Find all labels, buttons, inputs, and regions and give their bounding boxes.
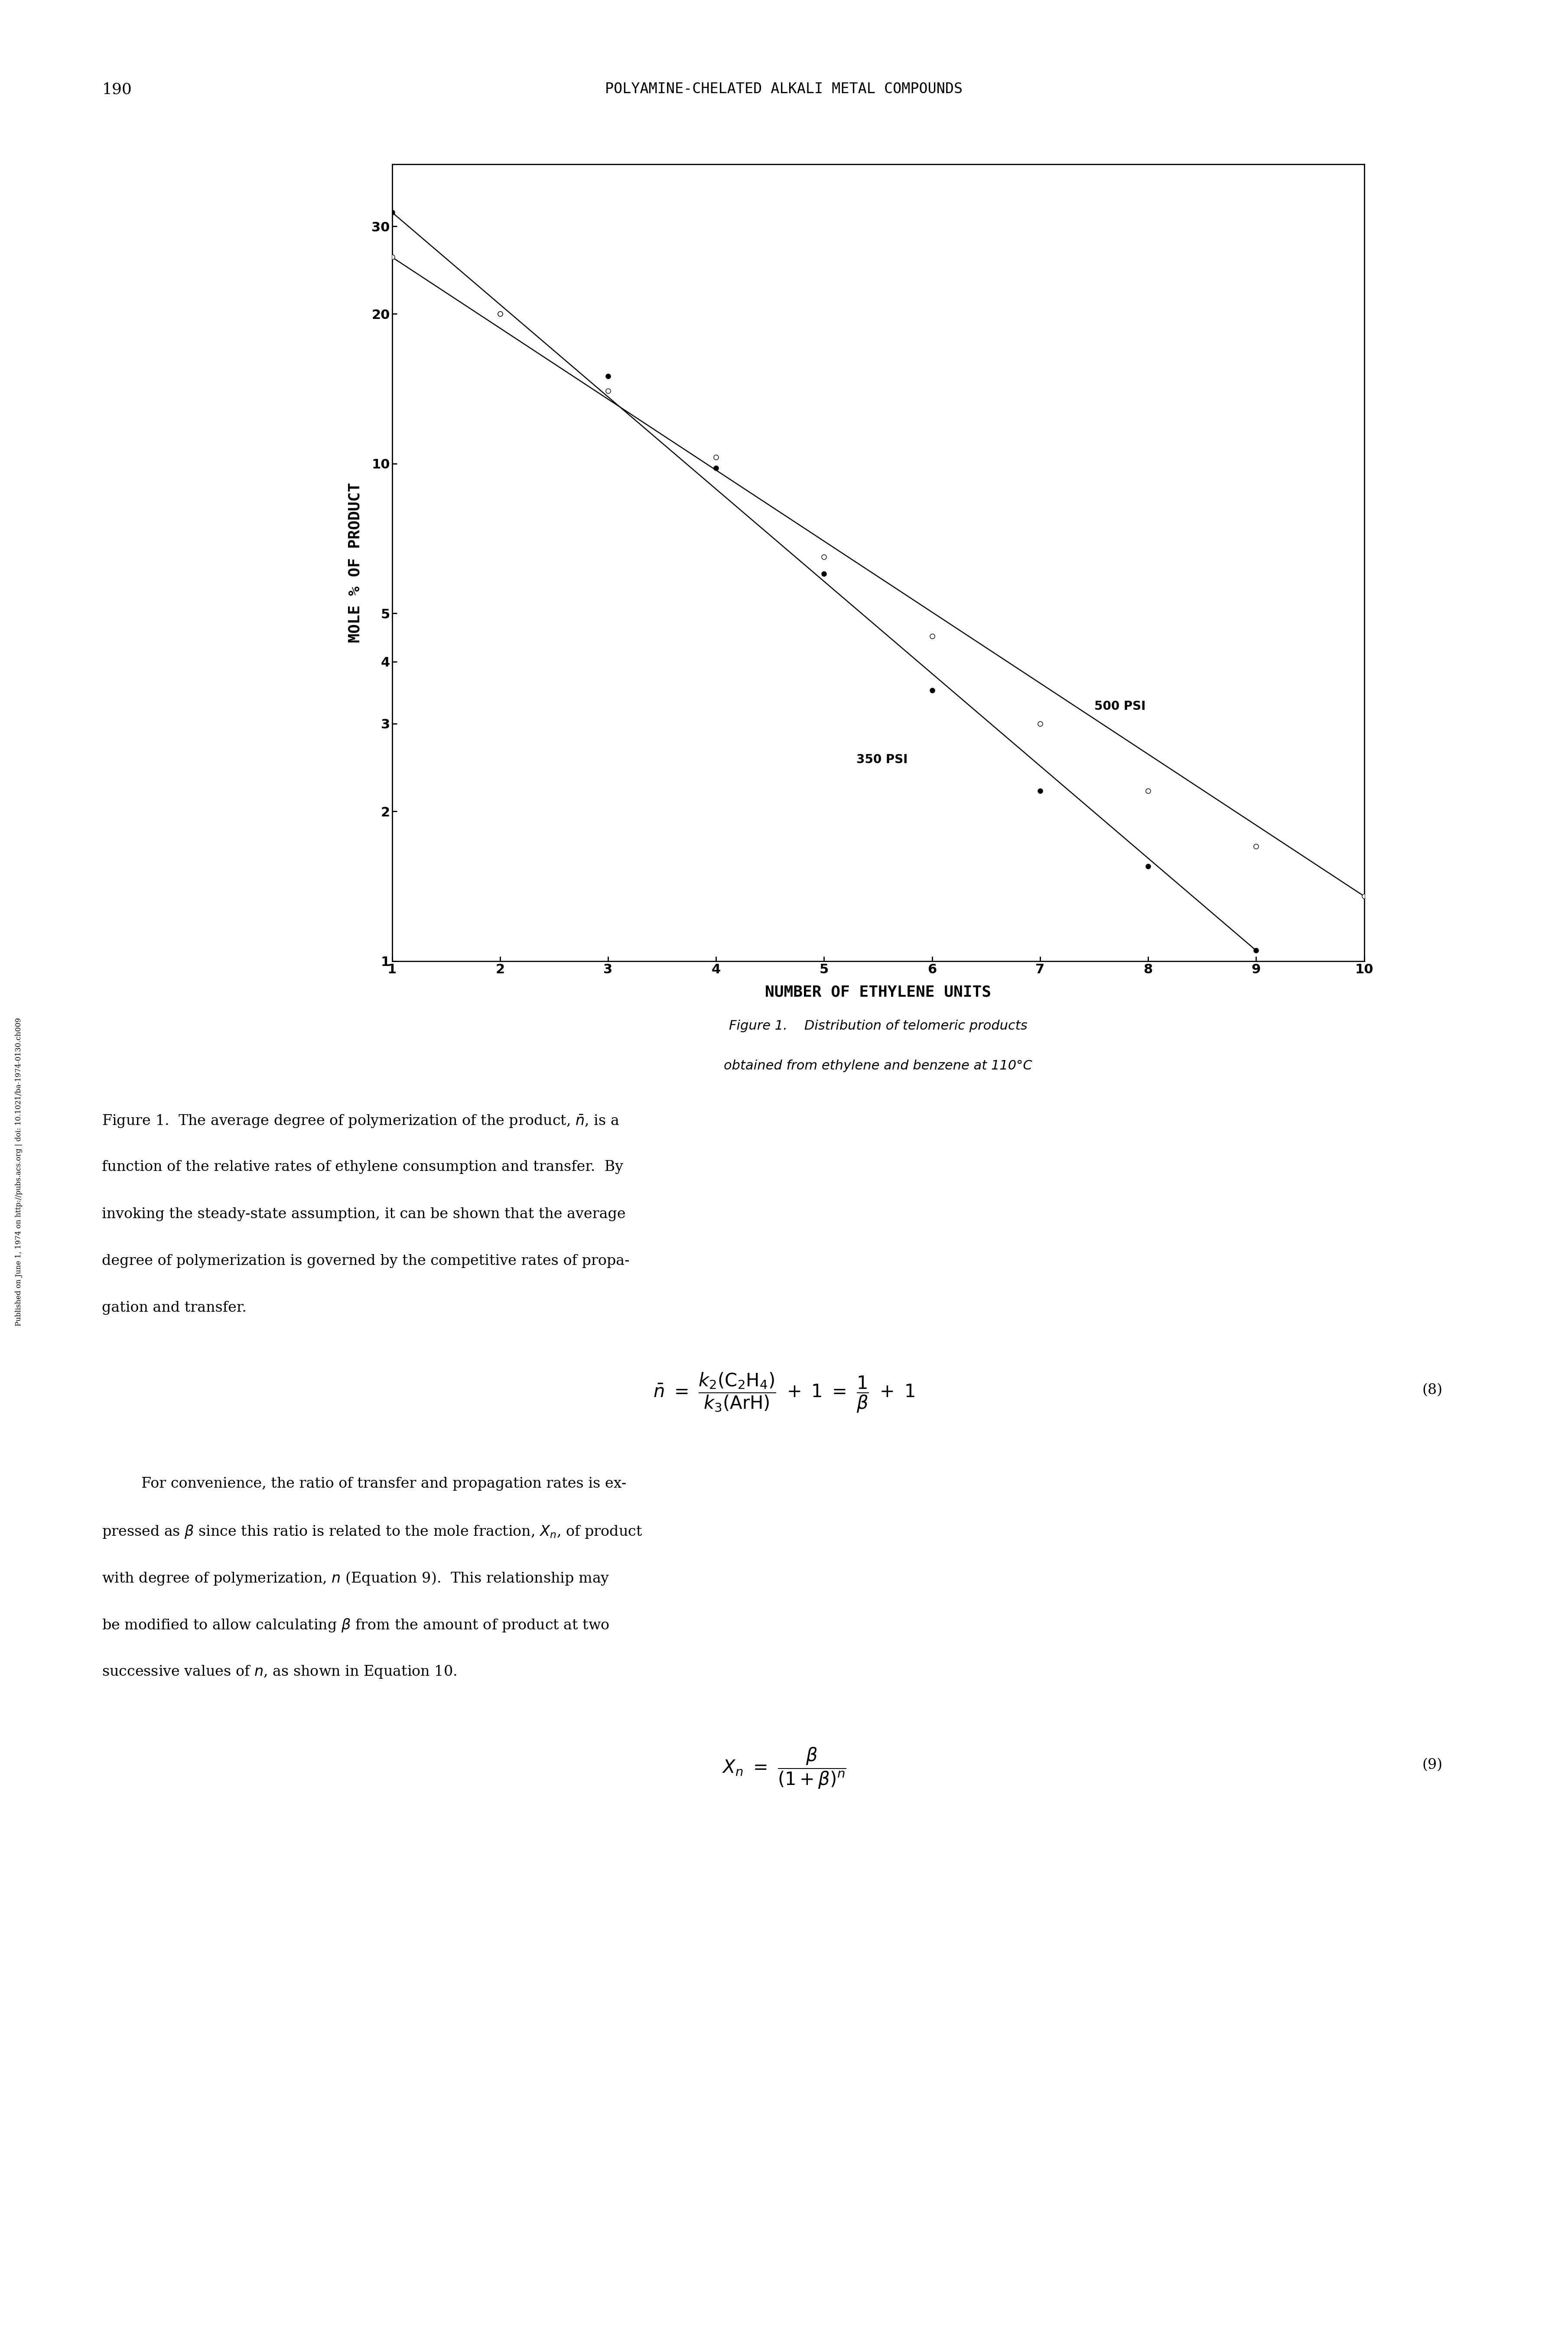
- Text: Figure 1.  The average degree of polymerization of the product, $\bar{n}$, is a: Figure 1. The average degree of polymeri…: [102, 1113, 619, 1130]
- Text: 190: 190: [102, 82, 132, 96]
- Text: be modified to allow calculating $\beta$ from the amount of product at two: be modified to allow calculating $\beta$…: [102, 1617, 610, 1634]
- X-axis label: NUMBER OF ETHYLENE UNITS: NUMBER OF ETHYLENE UNITS: [765, 984, 991, 999]
- Text: gation and transfer.: gation and transfer.: [102, 1301, 246, 1315]
- Text: obtained from ethylene and benzene at 110°C: obtained from ethylene and benzene at 11…: [724, 1059, 1032, 1071]
- Text: function of the relative rates of ethylene consumption and transfer.  By: function of the relative rates of ethyle…: [102, 1160, 624, 1174]
- Text: degree of polymerization is governed by the competitive rates of propa-: degree of polymerization is governed by …: [102, 1254, 630, 1268]
- Text: invoking the steady-state assumption, it can be shown that the average: invoking the steady-state assumption, it…: [102, 1207, 626, 1221]
- Text: $\bar{n}\ =\ \dfrac{k_2(\mathrm{C_2H_4})}{k_3(\mathrm{ArH})}\ +\ 1\ =\ \dfrac{1}: $\bar{n}\ =\ \dfrac{k_2(\mathrm{C_2H_4})…: [654, 1371, 914, 1413]
- Text: (8): (8): [1422, 1383, 1443, 1397]
- Text: For convenience, the ratio of transfer and propagation rates is ex-: For convenience, the ratio of transfer a…: [141, 1477, 626, 1491]
- Text: $X_n\ =\ \dfrac{\beta}{(1 + \beta)^n}$: $X_n\ =\ \dfrac{\beta}{(1 + \beta)^n}$: [721, 1746, 847, 1791]
- Text: successive values of $n$, as shown in Equation 10.: successive values of $n$, as shown in Eq…: [102, 1664, 456, 1681]
- Text: Figure 1.    Distribution of telomeric products: Figure 1. Distribution of telomeric prod…: [729, 1020, 1027, 1031]
- Text: 500 PSI: 500 PSI: [1094, 701, 1145, 713]
- Text: (9): (9): [1422, 1758, 1443, 1772]
- Y-axis label: MOLE % OF PRODUCT: MOLE % OF PRODUCT: [348, 483, 362, 642]
- Text: POLYAMINE-CHELATED ALKALI METAL COMPOUNDS: POLYAMINE-CHELATED ALKALI METAL COMPOUND…: [605, 82, 963, 96]
- Text: pressed as $\beta$ since this ratio is related to the mole fraction, $X_n$, of p: pressed as $\beta$ since this ratio is r…: [102, 1524, 643, 1540]
- Text: with degree of polymerization, $n$ (Equation 9).  This relationship may: with degree of polymerization, $n$ (Equa…: [102, 1570, 610, 1587]
- Text: Published on June 1, 1974 on http://pubs.acs.org | doi: 10.1021/ba-1974-0130.ch0: Published on June 1, 1974 on http://pubs…: [16, 1017, 22, 1327]
- Text: 350 PSI: 350 PSI: [856, 752, 908, 766]
